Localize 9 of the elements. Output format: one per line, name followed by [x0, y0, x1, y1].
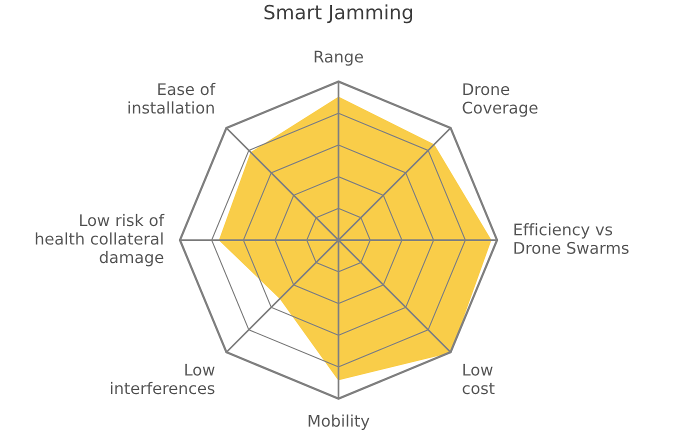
spoke-label: Efficiency vs Drone Swarms [514, 223, 629, 254]
spoke-label: Mobility [308, 414, 370, 430]
spoke-label: Ease of installation [128, 82, 216, 114]
spoke-label: Low cost [462, 364, 495, 394]
spoke-label: Low interferences [110, 364, 215, 394]
spoke-label: Low risk of health collateral damage [36, 214, 164, 266]
chart-title: Smart Jamming [264, 4, 412, 24]
spoke-label: Range [314, 50, 363, 66]
spoke-label: Drone Coverage [462, 83, 538, 117]
